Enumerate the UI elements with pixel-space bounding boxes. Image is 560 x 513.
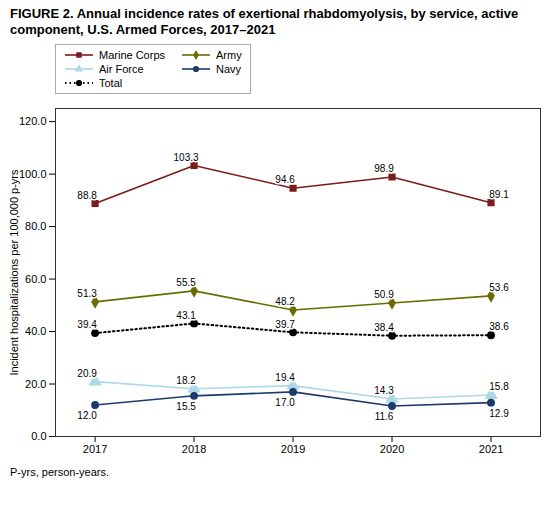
svg-text:60.0: 60.0 bbox=[25, 273, 46, 285]
html-text:Total: Total bbox=[99, 77, 123, 89]
svg-text:39.4: 39.4 bbox=[77, 319, 97, 330]
svg-text:53.6: 53.6 bbox=[489, 282, 509, 293]
svg-text:51.3: 51.3 bbox=[77, 288, 97, 299]
svg-text:89.1: 89.1 bbox=[489, 189, 509, 200]
svg-text:38.6: 38.6 bbox=[489, 321, 509, 332]
html-text:Air Force: Air Force bbox=[99, 63, 144, 75]
svg-text:15.8: 15.8 bbox=[489, 381, 509, 392]
html-text:Marine Corps: Marine Corps bbox=[99, 49, 165, 61]
svg-text:39.7: 39.7 bbox=[275, 319, 295, 330]
svg-text:0.0: 0.0 bbox=[31, 430, 46, 442]
svg-text:40.0: 40.0 bbox=[25, 325, 46, 337]
svg-text:38.4: 38.4 bbox=[374, 322, 394, 333]
svg-text:2020: 2020 bbox=[380, 443, 404, 455]
svg-text:2017: 2017 bbox=[83, 443, 107, 455]
html-text:Navy: Navy bbox=[216, 63, 242, 75]
svg-text:120.0: 120.0 bbox=[19, 115, 47, 127]
svg-text:80.0: 80.0 bbox=[25, 220, 46, 232]
svg-text:11.6: 11.6 bbox=[375, 411, 394, 422]
svg-text:15.5: 15.5 bbox=[176, 401, 196, 412]
svg-text:50.9: 50.9 bbox=[374, 289, 394, 300]
svg-text:103.3: 103.3 bbox=[174, 152, 199, 163]
svg-text:2019: 2019 bbox=[281, 443, 305, 455]
svg-text:55.5: 55.5 bbox=[176, 277, 196, 288]
html-text:P-yrs, person-years.: P-yrs, person-years. bbox=[10, 466, 109, 478]
svg-text:94.6: 94.6 bbox=[275, 174, 295, 185]
svg-text:20.9: 20.9 bbox=[77, 368, 97, 379]
svg-text:Incident hospitalizations per: Incident hospitalizations per 100,000 p-… bbox=[8, 169, 20, 376]
svg-text:88.8: 88.8 bbox=[77, 190, 97, 201]
svg-text:18.2: 18.2 bbox=[176, 375, 196, 386]
svg-text:43.1: 43.1 bbox=[176, 310, 196, 321]
svg-text:19.4: 19.4 bbox=[275, 372, 295, 383]
svg-text:20.0: 20.0 bbox=[25, 378, 46, 390]
svg-text:14.3: 14.3 bbox=[374, 385, 394, 396]
svg-text:98.9: 98.9 bbox=[374, 163, 394, 174]
html-text:Army: Army bbox=[216, 49, 242, 61]
svg-text:12.0: 12.0 bbox=[77, 410, 97, 421]
svg-text:2018: 2018 bbox=[182, 443, 206, 455]
svg-text:48.2: 48.2 bbox=[275, 296, 295, 307]
svg-text:12.9: 12.9 bbox=[489, 408, 509, 419]
svg-text:17.0: 17.0 bbox=[275, 397, 295, 408]
html-text:FIGURE 2. Annual incidence rat: FIGURE 2. Annual incidence rates of exer… bbox=[10, 6, 519, 37]
svg-text:2021: 2021 bbox=[479, 443, 503, 455]
svg-text:100.0: 100.0 bbox=[19, 168, 47, 180]
